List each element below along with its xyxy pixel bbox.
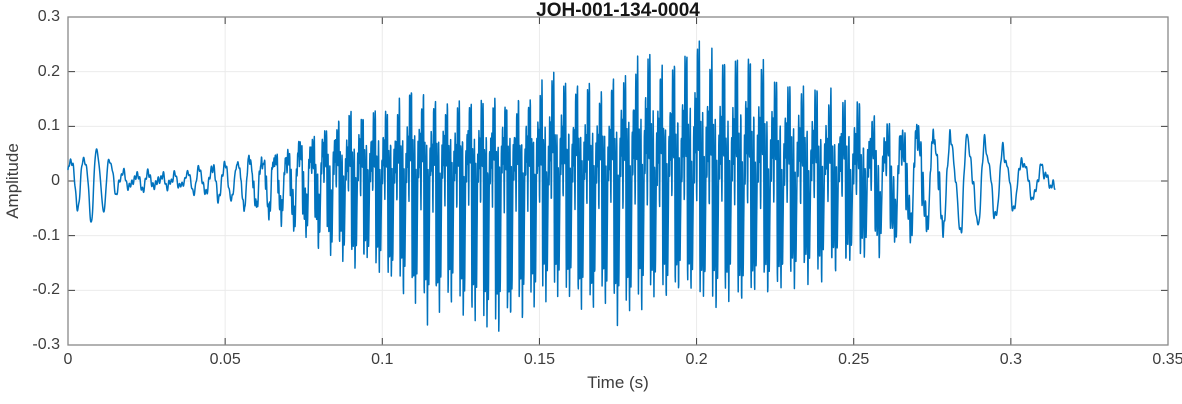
x-tick-label: 0.15 [523, 351, 555, 368]
x-tick-label: 0.25 [838, 351, 870, 368]
x-tick-label: 0.05 [209, 351, 241, 368]
y-tick-label: 0.3 [37, 8, 60, 25]
y-tick-label: 0.2 [37, 62, 60, 80]
x-tick-label: 0.3 [999, 351, 1022, 368]
y-tick-label: -0.3 [32, 336, 60, 353]
x-tick-label: 0 [63, 351, 73, 368]
x-axis-label: Time (s) [587, 373, 649, 392]
y-tick-label: 0.1 [37, 117, 60, 135]
chart-title: JOH-001-134-0004 [536, 0, 700, 21]
x-tick-label: 0.35 [1152, 351, 1182, 368]
y-tick-label: -0.2 [32, 281, 60, 299]
x-tick-label: 0.1 [371, 351, 394, 368]
y-tick-label: -0.1 [32, 226, 60, 244]
y-tick-label: 0 [51, 172, 60, 189]
x-tick-label: 0.2 [685, 351, 708, 368]
